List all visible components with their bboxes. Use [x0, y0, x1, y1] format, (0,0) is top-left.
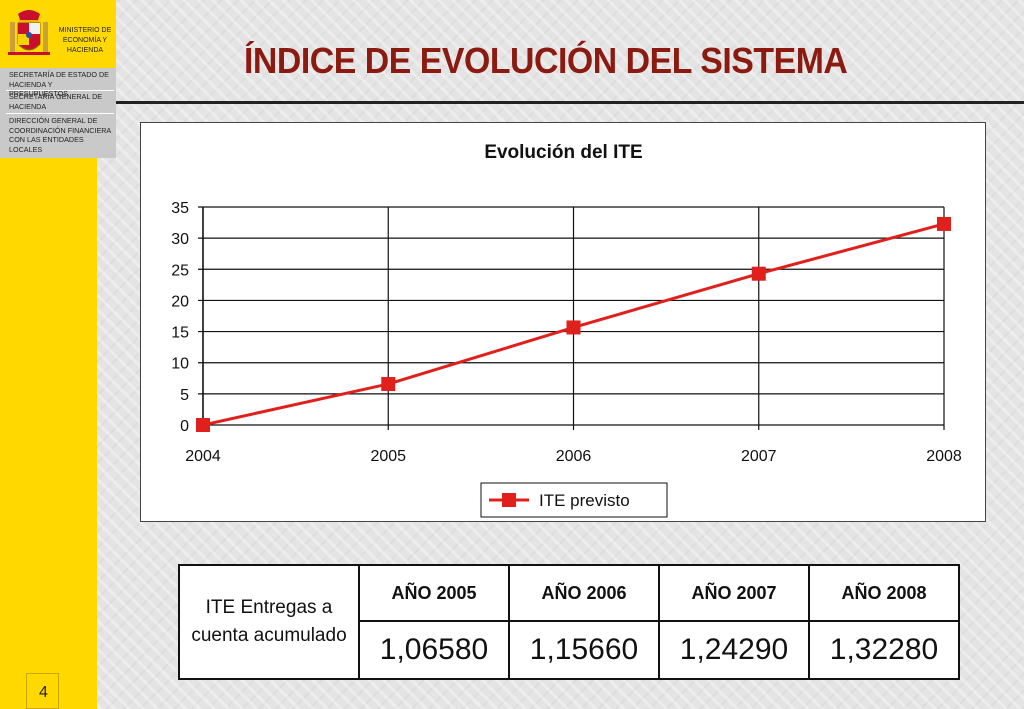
- line-chart: Evolución del ITE 0 5 10 15 20 25 30 35 2004 2005 2…: [171, 142, 962, 518]
- department-1: SECRETARÍA DE ESTADO DE HACIENDA Y PRESU…: [9, 70, 113, 99]
- data-point: [196, 418, 210, 432]
- y-tick-label: 25: [171, 262, 189, 279]
- title-rule: [116, 101, 1024, 104]
- legend-marker: [502, 493, 516, 507]
- y-tick-label: 15: [171, 325, 189, 342]
- y-tick-label: 35: [171, 200, 189, 217]
- chart-title: Evolución del ITE: [484, 142, 642, 163]
- ministry-line: ECONOMÍA Y: [62, 37, 108, 44]
- department-line: SECRETARÍA GENERAL DE: [9, 92, 103, 101]
- x-tick-label: 2004: [185, 448, 221, 465]
- divider: [6, 90, 114, 91]
- y-tick-label: 30: [171, 231, 189, 248]
- department-3: DIRECCIÓN GENERAL DE COORDINACIÓN FINANC…: [9, 116, 113, 154]
- column-header: AÑO 2006: [508, 564, 660, 622]
- table-cell: 1,15660: [508, 620, 660, 680]
- department-line: HACIENDA Y PRESUPUESTOS: [9, 79, 68, 99]
- ministry-line: MINISTERIO DE: [58, 27, 112, 34]
- ministry-name: MINISTERIO DE ECONOMÍA Y HACIENDA: [57, 26, 113, 56]
- y-tick-label: 5: [180, 387, 189, 404]
- coat-of-arms-icon: [8, 10, 50, 55]
- department-line: HACIENDA: [9, 101, 47, 111]
- department-line: COORDINACIÓN FINANCIERA: [9, 125, 112, 135]
- ministry-line: HACIENDA: [66, 47, 104, 54]
- table-cell: 1,06580: [358, 620, 510, 680]
- department-line: DIRECCIÓN GENERAL DE: [9, 116, 98, 125]
- data-point: [381, 377, 396, 392]
- y-tick-label: 0: [180, 418, 189, 435]
- data-point: [937, 216, 951, 231]
- table-cell: 1,24290: [658, 620, 810, 680]
- department-line: SECRETARÍA DE ESTADO DE: [9, 70, 109, 79]
- legend-label: ITE previsto: [539, 491, 630, 510]
- y-tick-label: 20: [171, 293, 189, 310]
- department-line: CON LAS ENTIDADES: [9, 135, 84, 144]
- x-tick-label: 2008: [926, 448, 962, 465]
- column-header: AÑO 2007: [658, 564, 810, 622]
- page-number-box: 4: [26, 673, 59, 709]
- data-point: [566, 320, 581, 335]
- table-cell: 1,32280: [808, 620, 960, 680]
- column-header: AÑO 2005: [358, 564, 510, 622]
- table-row: 1,06580 1,15660 1,24290 1,32280: [179, 620, 960, 680]
- ministry-header: MINISTERIO DE ECONOMÍA Y HACIENDA: [0, 0, 116, 68]
- department-2: SECRETARÍA GENERAL DE HACIENDA: [9, 92, 113, 111]
- ite-table-grid: ITE Entregas a cuenta acumulado AÑO 2005…: [178, 564, 960, 680]
- data-point: [751, 266, 766, 281]
- column-header: AÑO 2008: [808, 564, 960, 622]
- y-tick-label: 10: [171, 356, 189, 373]
- chart-container: Evolución del ITE 0 5 10 15 20 25 30 35 2004 2005 2…: [140, 122, 986, 522]
- page-title: ÍNDICE DE EVOLUCIÓN DEL SISTEMA: [244, 40, 848, 81]
- table-row: ITE Entregas a cuenta acumulado AÑO 2005…: [178, 564, 960, 680]
- divider: [6, 113, 114, 114]
- page-number: 4: [39, 684, 48, 701]
- x-tick-label: 2005: [370, 448, 406, 465]
- department-line: LOCALES: [9, 144, 43, 154]
- x-tick-label: 2007: [741, 448, 777, 465]
- department-box: SECRETARÍA DE ESTADO DE HACIENDA Y PRESU…: [0, 68, 116, 158]
- row-label: ITE Entregas a cuenta acumulado: [178, 564, 360, 680]
- ite-table: ITE Entregas a cuenta acumulado AÑO 2005…: [178, 564, 960, 680]
- x-tick-label: 2006: [556, 448, 592, 465]
